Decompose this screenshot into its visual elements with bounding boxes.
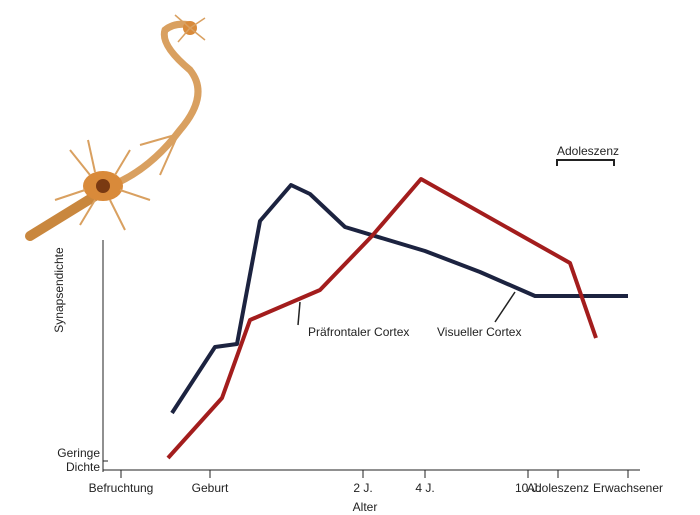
y-tick-label: Geringe Dichte: [40, 446, 100, 474]
series-line: [172, 185, 628, 413]
series-line: [168, 179, 596, 458]
annotation-bracket: [557, 160, 614, 166]
x-tick-label: Adoleszenz: [527, 481, 589, 495]
annotation: Adoleszenz: [557, 144, 619, 158]
x-tick-label: 2 J.: [353, 481, 372, 495]
leader-line: [298, 302, 300, 325]
x-tick-label: Geburt: [192, 481, 229, 495]
leader-line: [495, 292, 515, 322]
neuron-illustration: [30, 15, 205, 236]
page: Synapsendichte Alter Adoleszenz Befrucht…: [0, 0, 700, 515]
series-label: Visueller Cortex: [437, 325, 521, 339]
series-label: Präfrontaler Cortex: [308, 325, 409, 339]
x-axis-label: Alter: [353, 500, 378, 514]
x-tick-label: Erwachsener: [593, 481, 663, 495]
x-tick-label: Befruchtung: [89, 481, 154, 495]
y-axis-label: Synapsendichte: [52, 247, 66, 333]
chart: Synapsendichte Alter Adoleszenz Befrucht…: [0, 0, 700, 515]
x-tick-label: 4 J.: [415, 481, 434, 495]
